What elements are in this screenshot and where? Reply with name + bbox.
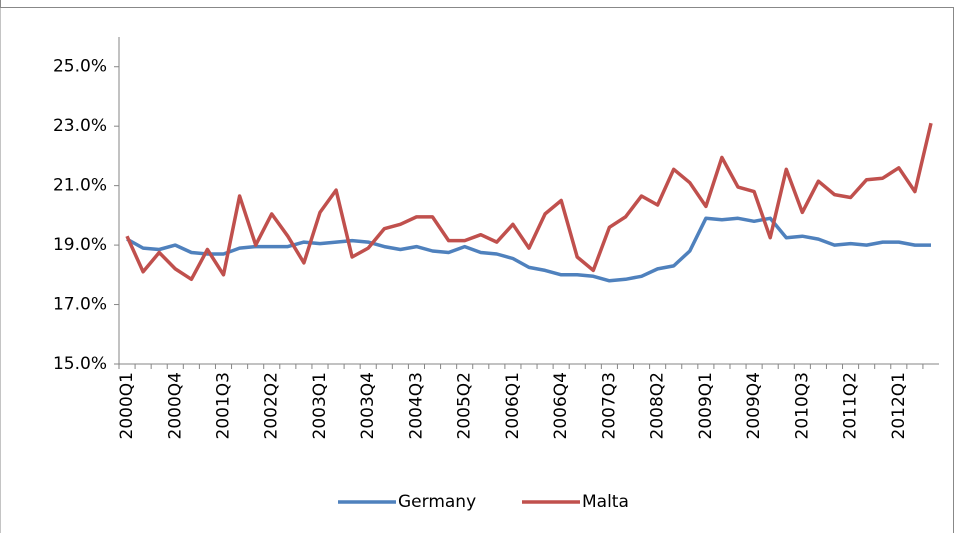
x-tick-label: 2008Q2 bbox=[648, 372, 668, 439]
series-line bbox=[125, 122, 933, 282]
x-tick-label: 2002Q2 bbox=[262, 372, 282, 439]
x-tick-label: 2012Q1 bbox=[889, 372, 909, 439]
x-tick-label: 2009Q1 bbox=[696, 372, 716, 439]
x-tick-label: 2011Q2 bbox=[841, 372, 861, 439]
legend-label: Malta bbox=[582, 492, 629, 512]
x-tick-label: 2006Q4 bbox=[551, 372, 571, 439]
x-tick-label: 2005Q2 bbox=[455, 372, 475, 439]
legend-label: Germany bbox=[398, 492, 476, 512]
x-tick-label: 2004Q3 bbox=[406, 372, 426, 439]
y-tick-label: 23.0% bbox=[53, 116, 107, 136]
x-tick-label: 2006Q1 bbox=[503, 372, 523, 439]
x-tick-label: 2009Q4 bbox=[744, 372, 764, 439]
x-tick-label: 2003Q1 bbox=[310, 372, 330, 439]
x-tick-label: 2010Q3 bbox=[792, 372, 812, 439]
x-tick-label: 2000Q1 bbox=[117, 372, 137, 439]
x-tick-label: 2003Q4 bbox=[358, 372, 378, 439]
y-tick-label: 15.0% bbox=[53, 354, 107, 374]
x-tick-label: 2001Q3 bbox=[214, 372, 234, 439]
x-tick-label: 2000Q4 bbox=[165, 372, 185, 439]
y-tick-label: 17.0% bbox=[53, 295, 107, 315]
x-tick-label: 2007Q3 bbox=[599, 372, 619, 439]
y-tick-label: 21.0% bbox=[53, 176, 107, 196]
series-line bbox=[126, 216, 931, 283]
y-tick-label: 25.0% bbox=[53, 57, 107, 77]
y-tick-label: 19.0% bbox=[53, 235, 107, 255]
